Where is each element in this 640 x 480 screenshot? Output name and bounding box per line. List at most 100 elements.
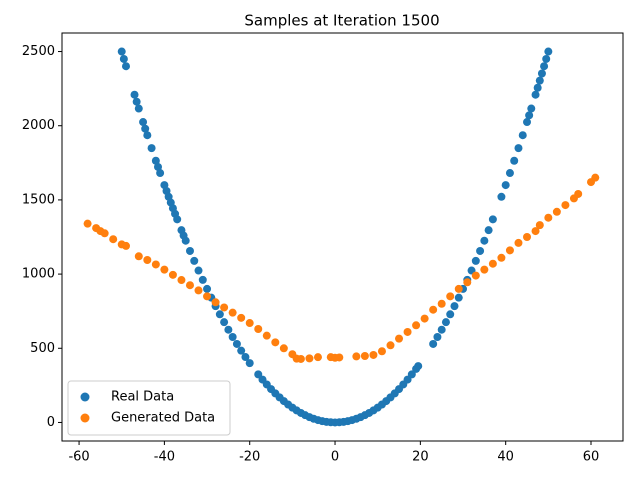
point (177, 276, 186, 285)
point (437, 325, 446, 334)
point (271, 338, 280, 347)
point (471, 271, 480, 280)
point (130, 90, 139, 99)
plot-frame (61, 32, 624, 442)
point (488, 259, 497, 268)
x-tick-label: 20 (412, 450, 429, 465)
point (313, 353, 322, 362)
point (245, 359, 254, 368)
point (552, 207, 561, 216)
point (523, 233, 532, 241)
point (147, 144, 156, 153)
point (437, 299, 446, 308)
point (454, 284, 463, 293)
point (181, 236, 190, 245)
point (505, 246, 514, 255)
point (203, 292, 212, 301)
x-tick-label: 60 (583, 450, 600, 465)
point (463, 278, 472, 287)
point (544, 213, 553, 222)
point (377, 347, 386, 356)
point (535, 76, 544, 85)
point (160, 265, 169, 274)
x-tick-label: -20 (239, 450, 260, 465)
point (262, 331, 271, 340)
point (433, 332, 442, 341)
point (360, 351, 369, 360)
point (412, 321, 421, 330)
point (198, 275, 207, 284)
point (228, 308, 237, 317)
point (203, 284, 212, 293)
point (224, 325, 233, 334)
x-tick-label: 40 (497, 450, 514, 465)
point (132, 97, 141, 106)
point (190, 256, 199, 265)
y-tick-label: 1500 (22, 192, 55, 207)
point (420, 314, 429, 323)
point (527, 104, 536, 113)
point (535, 221, 544, 230)
point (369, 350, 378, 359)
point (134, 104, 143, 113)
y-tick-label: 2000 (22, 118, 55, 133)
point (254, 324, 263, 333)
point (335, 353, 344, 362)
point (523, 118, 532, 127)
point (480, 265, 489, 274)
point (484, 226, 493, 235)
point (151, 260, 160, 269)
point (194, 286, 203, 295)
legend-box (67, 380, 231, 436)
point (237, 346, 246, 355)
legend-marker (80, 392, 90, 402)
point (143, 255, 152, 264)
point (237, 313, 246, 322)
point (215, 310, 224, 319)
y-tick-label: 1000 (22, 267, 55, 282)
point (544, 47, 553, 56)
legend-marker (80, 413, 90, 423)
point (228, 332, 237, 341)
point (497, 253, 506, 262)
point (429, 305, 438, 314)
point (134, 252, 143, 261)
point (407, 370, 416, 379)
point (352, 352, 361, 361)
point (156, 169, 165, 178)
y-tick-label: 500 (30, 341, 55, 356)
point (540, 62, 549, 71)
point (83, 219, 92, 228)
point (305, 354, 314, 363)
x-tick-label: -60 (68, 450, 89, 465)
point (446, 292, 455, 301)
point (119, 54, 128, 63)
point (501, 181, 510, 190)
point (141, 124, 150, 133)
point (185, 281, 194, 290)
point (414, 362, 423, 371)
point (151, 156, 160, 165)
point (542, 54, 551, 63)
point (497, 192, 506, 201)
point (537, 69, 546, 78)
x-tick-label: 0 (331, 450, 339, 465)
point (514, 238, 523, 247)
point (232, 339, 241, 348)
point (121, 241, 130, 250)
point (531, 227, 540, 236)
point (143, 131, 152, 140)
point (279, 344, 288, 353)
point (518, 131, 527, 140)
point (514, 144, 523, 153)
point (168, 270, 177, 279)
point (117, 47, 126, 56)
point (525, 111, 534, 120)
point (510, 156, 519, 165)
point (429, 339, 438, 348)
point (220, 318, 229, 327)
legend: Real Data Generated Data (67, 380, 231, 436)
point (471, 256, 480, 265)
point (109, 235, 118, 244)
